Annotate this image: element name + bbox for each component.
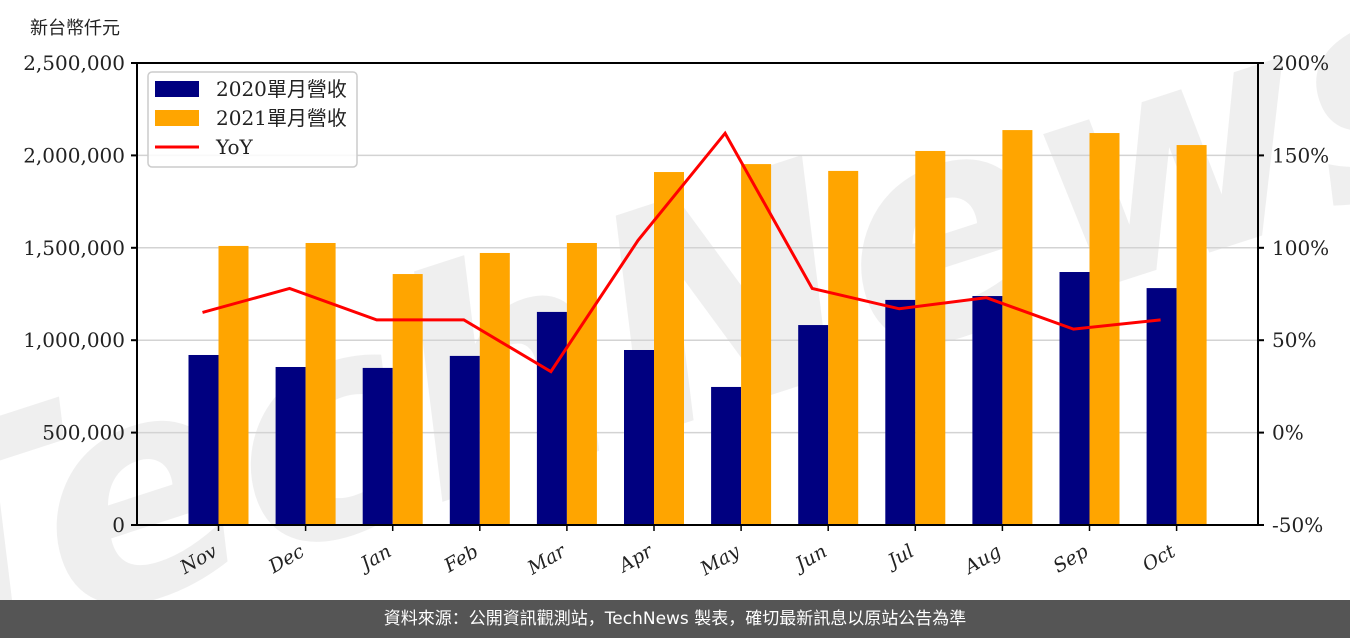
revenue-chart: TechNews 0500,0001,000,0001,500,0002,000… [0, 0, 1350, 600]
y-tick-label: 1,500,000 [23, 236, 125, 260]
bar-2021-jun [828, 170, 859, 525]
bar-series [188, 130, 1207, 526]
y2-tick-label: 100% [1272, 236, 1329, 260]
legend-swatch-1 [155, 110, 199, 126]
bar-2021-nov [218, 245, 249, 525]
legend-label-0: 2020單月營收 [216, 77, 347, 101]
y-tick-label: 2,500,000 [23, 51, 125, 75]
bar-2021-feb [479, 252, 510, 525]
bar-2020-apr [624, 349, 654, 525]
y-axis-unit-label: 新台幣仟元 [30, 18, 120, 39]
legend-swatch-0 [155, 81, 199, 97]
bar-2020-jul [885, 299, 916, 525]
legend-label-1: 2021單月營收 [216, 106, 347, 130]
bar-2021-jul [915, 150, 946, 526]
x-tick-label-aug: Aug [959, 540, 1005, 579]
bar-2021-aug [1002, 130, 1033, 525]
bar-2021-jan [392, 274, 423, 525]
y-tick-label: 2,000,000 [23, 143, 125, 167]
yoy-line [202, 130, 1161, 374]
x-tick-label-jun: Jun [788, 540, 830, 577]
bar-2020-aug [972, 296, 1003, 525]
y2-tick-label: 150% [1272, 143, 1329, 167]
x-tick-label-oct: Oct [1139, 540, 1180, 576]
y-tick-label: 1,000,000 [23, 328, 125, 352]
bar-2020-mar [536, 311, 567, 525]
bar-2020-jun [798, 325, 829, 525]
bar-2021-sep [1089, 133, 1120, 526]
bar-2020-sep [1059, 272, 1090, 525]
y-tick-label: 500,000 [42, 421, 125, 445]
bar-2020-dec [275, 366, 306, 525]
y2-tick-label: 0% [1272, 421, 1304, 445]
bar-2021-dec [305, 242, 336, 526]
y2-tick-label: -50% [1272, 513, 1323, 537]
bar-2021-oct [1176, 145, 1207, 525]
bar-2021-may [741, 164, 772, 525]
x-tick-label-sep: Sep [1049, 540, 1092, 577]
y2-tick-label: 50% [1272, 328, 1316, 352]
yoy-polyline [202, 130, 1161, 374]
bar-2020-jan [362, 367, 393, 525]
bar-2020-may [711, 386, 742, 525]
legend-label-2: YoY [215, 135, 254, 159]
bar-2021-apr [654, 172, 684, 526]
legend: 2020單月營收 2021單月營收 YoY [147, 71, 358, 168]
bar-2020-feb [449, 355, 480, 525]
x-tick-label-jul: Jul [881, 540, 918, 574]
y-tick-label: 0 [112, 513, 125, 537]
y2-tick-label: 200% [1272, 51, 1329, 75]
bar-2020-nov [188, 354, 219, 525]
bar-2020-oct [1146, 288, 1177, 525]
bar-2021-mar [566, 242, 597, 526]
source-footer: 資料來源：公開資訊觀測站，TechNews 製表，確切最新訊息以原站公告為準 [0, 600, 1350, 638]
x-tick-label-may: May [696, 540, 744, 580]
x-tick-label-apr: Apr [613, 539, 658, 577]
legend-box [147, 71, 358, 168]
